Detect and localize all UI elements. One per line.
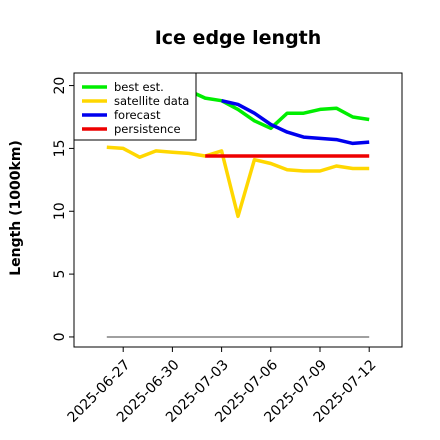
legend-label: forecast <box>114 108 161 122</box>
legend-label: best est. <box>114 80 164 94</box>
chart-title: Ice edge length <box>155 27 322 49</box>
series-line-best-est- <box>188 89 370 131</box>
y-tick-label: 5 <box>52 270 68 279</box>
y-tick-label: 15 <box>52 139 68 157</box>
y-tick-label: 0 <box>52 332 68 341</box>
y-axis-label: Length (1000km) <box>8 140 24 276</box>
legend: best est.satellite dataforecastpersisten… <box>73 72 197 141</box>
series-line-forecast <box>221 98 370 146</box>
y-tick-label: 10 <box>52 202 68 220</box>
y-tick-label: 20 <box>52 77 68 95</box>
legend-label: satellite data <box>114 94 189 108</box>
legend-label: persistence <box>114 122 181 136</box>
series-line-satellite-data <box>106 145 370 219</box>
plot-frame <box>73 72 403 348</box>
